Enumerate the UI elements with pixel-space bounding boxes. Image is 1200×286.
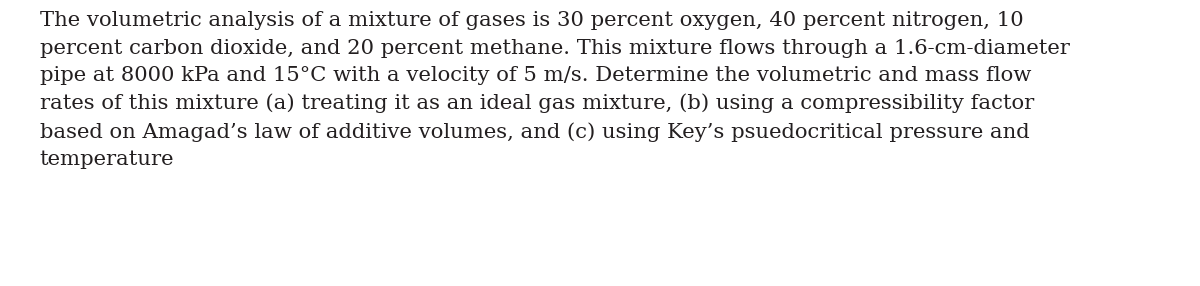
Text: The volumetric analysis of a mixture of gases is 30 percent oxygen, 40 percent n: The volumetric analysis of a mixture of …	[40, 11, 1069, 169]
